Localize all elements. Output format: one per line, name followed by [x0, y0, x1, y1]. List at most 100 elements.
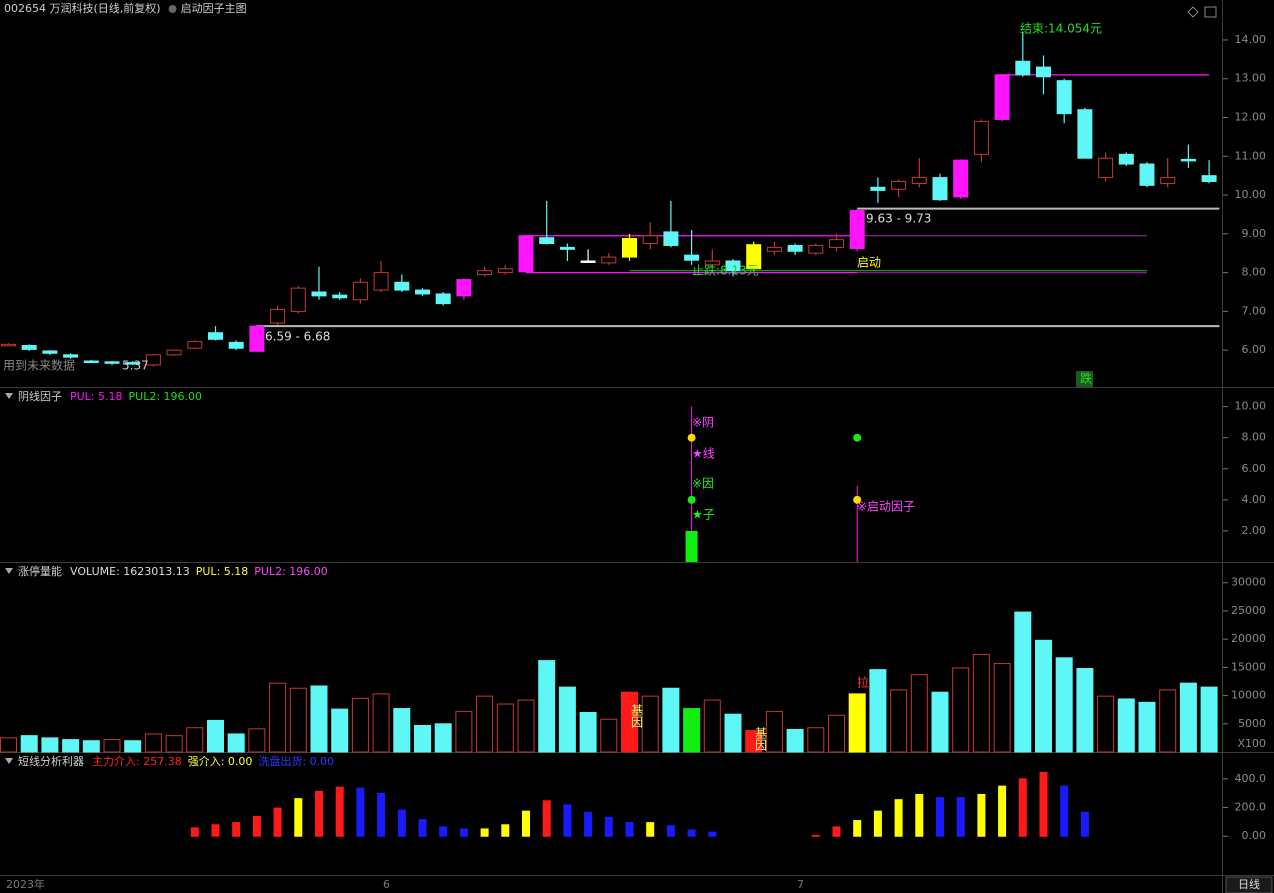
- candle-body: [1, 343, 16, 347]
- bar: [103, 739, 121, 753]
- candle-body: [104, 361, 120, 364]
- annotation: 6.59 - 6.68: [265, 330, 330, 344]
- bar: [227, 733, 245, 753]
- annotation: ※阴: [692, 416, 714, 430]
- candle-body: [994, 74, 1010, 120]
- bar: [708, 831, 717, 837]
- candle-body: [559, 246, 575, 250]
- bar: [703, 699, 721, 753]
- candle-body: [642, 235, 658, 245]
- bar: [356, 787, 365, 837]
- bar: [625, 822, 634, 837]
- annotation: 结束:14.054元: [1020, 22, 1102, 36]
- bar: [542, 800, 551, 837]
- bar: [144, 733, 162, 753]
- bar: [563, 804, 572, 837]
- bar: [1200, 686, 1218, 753]
- candle-body: [973, 120, 989, 155]
- candle-body: [539, 237, 555, 245]
- legend-entry: 主力介入: 257.38: [92, 755, 182, 768]
- bar: [418, 819, 427, 837]
- bar: [522, 810, 530, 837]
- bar: [538, 660, 556, 753]
- candle-body: [477, 270, 493, 276]
- candle-body: [953, 159, 969, 198]
- signal-dot: [853, 433, 862, 442]
- bar: [1014, 611, 1032, 753]
- bar: [439, 826, 448, 837]
- collapse-icon: [5, 568, 13, 574]
- icon[interactable]: [1187, 6, 1199, 18]
- bar: [915, 793, 924, 837]
- candle-body: [1118, 153, 1134, 165]
- candle-body: [849, 210, 865, 250]
- x-axis-label: 7: [797, 878, 804, 891]
- bar: [1039, 772, 1048, 837]
- period-label[interactable]: 日线: [1238, 877, 1260, 891]
- y-tick-label: 12.00: [1235, 110, 1267, 123]
- bar: [501, 824, 510, 837]
- bar: [248, 728, 266, 753]
- legend-entry: PUL: 5.18: [70, 390, 123, 403]
- y-tick-label: 200.0: [1235, 801, 1267, 814]
- candle-body: [1139, 163, 1155, 186]
- candle-body: [290, 287, 306, 312]
- bar: [289, 687, 307, 753]
- candle-body: [435, 293, 451, 305]
- annotation: 启动: [857, 256, 881, 270]
- bar: [41, 737, 59, 753]
- y-tick-label: 11.00: [1235, 149, 1267, 162]
- annotation: 9.63 - 9.73: [866, 212, 931, 226]
- legend-entry: 强介入: 0.00: [188, 755, 253, 768]
- candle-body: [829, 239, 844, 248]
- window-icons[interactable]: [1187, 6, 1217, 18]
- candle-body: [704, 260, 720, 266]
- bar: [1060, 785, 1069, 837]
- annotation: ★子: [692, 508, 715, 522]
- candle-body: [332, 294, 348, 299]
- candle-body: [808, 244, 824, 254]
- y-tick-label: 2.00: [1242, 524, 1267, 537]
- bar: [1018, 778, 1027, 837]
- annotation: 止跌:8.13元: [692, 263, 759, 278]
- bar: [434, 723, 452, 753]
- candle-body: [766, 246, 782, 252]
- bar: [662, 687, 680, 753]
- annotation: 基因: [754, 727, 768, 751]
- panel-title: 短线分析利器: [18, 754, 84, 768]
- y-tick-label: 10.00: [1235, 400, 1267, 413]
- bar: [646, 822, 655, 837]
- signal-dot: [687, 433, 696, 442]
- bar: [807, 727, 825, 753]
- bar: [480, 828, 489, 837]
- y-tick-label: 6.00: [1242, 462, 1267, 475]
- candle-body: [518, 235, 534, 273]
- legend-entry: VOLUME: 1623013.13: [70, 565, 190, 578]
- candle-body: [911, 177, 927, 184]
- bar: [351, 697, 369, 753]
- candle-body: [601, 256, 617, 264]
- icon[interactable]: [1204, 6, 1217, 18]
- candle-body: [663, 231, 679, 246]
- annotation: 跌: [1080, 371, 1092, 386]
- candle-body: [787, 244, 803, 252]
- panel-subtitle: 启动因子主图: [181, 2, 247, 15]
- candle-body: [145, 354, 161, 366]
- bar: [1076, 668, 1094, 753]
- bar: [811, 834, 820, 837]
- bar: [331, 708, 349, 753]
- bar: [765, 710, 783, 753]
- bar: [62, 739, 80, 753]
- bar: [269, 682, 287, 753]
- annotation: 5.37: [122, 359, 149, 373]
- bar: [82, 740, 100, 753]
- candle-body: [125, 362, 141, 365]
- period-button[interactable]: [1225, 876, 1273, 893]
- bar: [873, 810, 882, 837]
- candle-body: [187, 341, 203, 349]
- badge: [1076, 371, 1093, 387]
- signal-dot: [853, 495, 862, 504]
- candle-body: [249, 325, 265, 352]
- bar: [1055, 657, 1073, 753]
